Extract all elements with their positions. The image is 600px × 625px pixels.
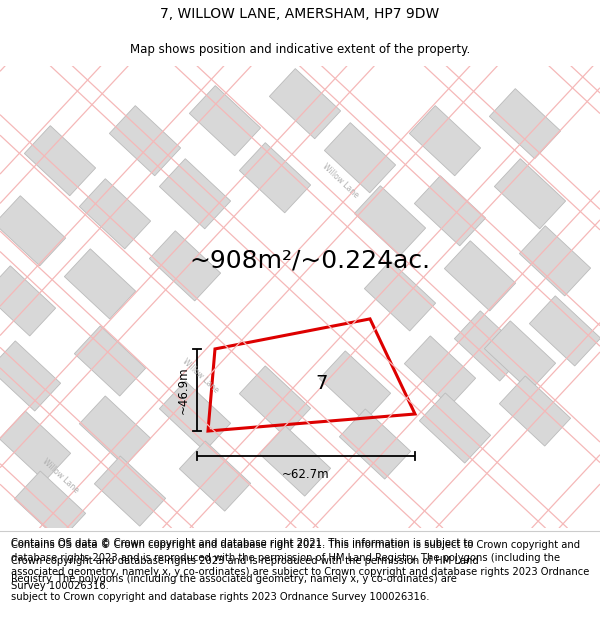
Bar [14, 471, 86, 541]
Text: Willow Lane: Willow Lane [320, 162, 360, 199]
Text: Contains OS data © Crown copyright and database right 2021. This information is : Contains OS data © Crown copyright and d… [11, 538, 473, 548]
Bar [79, 396, 151, 466]
Text: ~908m²/~0.224ac.: ~908m²/~0.224ac. [190, 249, 431, 273]
Text: Willow Lane: Willow Lane [180, 357, 220, 395]
Text: Crown copyright and database rights 2023 and is reproduced with the permission o: Crown copyright and database rights 2023… [11, 556, 479, 566]
Text: Map shows position and indicative extent of the property.: Map shows position and indicative extent… [130, 42, 470, 56]
Bar [79, 179, 151, 249]
Bar [160, 381, 230, 451]
Bar [160, 159, 230, 229]
Bar [0, 411, 71, 481]
Bar [415, 176, 485, 246]
Bar [355, 186, 425, 256]
Text: 7, WILLOW LANE, AMERSHAM, HP7 9DW: 7, WILLOW LANE, AMERSHAM, HP7 9DW [160, 8, 440, 21]
Bar [340, 409, 410, 479]
Text: ~46.9m: ~46.9m [176, 366, 190, 414]
Bar [94, 456, 166, 526]
Bar [404, 336, 476, 406]
Text: Registry. The polygons (including the associated geometry, namely x, y co-ordina: Registry. The polygons (including the as… [11, 574, 457, 584]
Bar [499, 376, 571, 446]
Bar [179, 441, 251, 511]
Bar [319, 351, 391, 421]
Bar [445, 241, 515, 311]
Bar [325, 122, 395, 192]
Bar [364, 261, 436, 331]
Text: ~62.7m: ~62.7m [282, 468, 330, 481]
Bar [109, 106, 181, 176]
Bar [269, 69, 341, 139]
Bar [239, 142, 311, 213]
Bar [190, 86, 260, 156]
Bar [409, 106, 481, 176]
Bar [419, 393, 491, 463]
Bar [490, 89, 560, 159]
Bar [64, 249, 136, 319]
Bar [259, 426, 331, 496]
Bar [529, 296, 600, 366]
Bar [0, 266, 56, 336]
Bar [494, 159, 566, 229]
Text: Willow Lane: Willow Lane [40, 457, 80, 495]
Text: 7: 7 [316, 374, 328, 392]
Bar [0, 341, 61, 411]
Text: subject to Crown copyright and database rights 2023 Ordnance Survey 100026316.: subject to Crown copyright and database … [11, 592, 430, 602]
Bar [0, 196, 65, 266]
Bar [454, 311, 526, 381]
Bar [25, 126, 95, 196]
Bar [520, 226, 590, 296]
Text: Contains OS data © Crown copyright and database right 2021. This information is : Contains OS data © Crown copyright and d… [11, 540, 589, 591]
Bar [149, 231, 221, 301]
Bar [74, 326, 146, 396]
Bar [484, 321, 556, 391]
Bar [239, 366, 311, 436]
